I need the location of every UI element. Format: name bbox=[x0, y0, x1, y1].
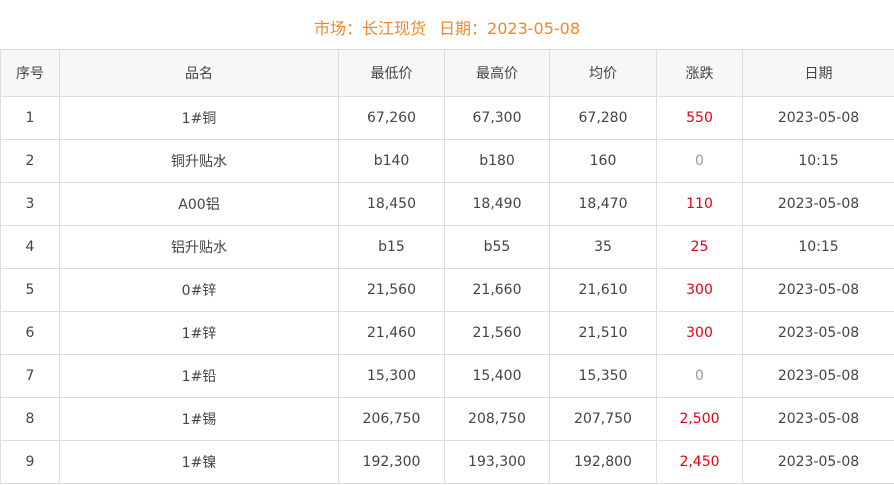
cell-low: 18,450 bbox=[338, 182, 445, 226]
cell-high: b180 bbox=[444, 139, 550, 183]
cell-name: A00铝 bbox=[59, 182, 339, 226]
cell-high: 193,300 bbox=[444, 440, 550, 484]
cell-change: 300 bbox=[656, 311, 743, 355]
cell-change: 0 bbox=[656, 139, 743, 183]
column-header-index: 序号 bbox=[0, 49, 60, 97]
cell-name: 1#铜 bbox=[59, 96, 339, 140]
cell-index: 8 bbox=[0, 397, 60, 441]
page-title: 市场：长江现货 日期：2023-05-08 bbox=[0, 0, 894, 49]
column-header-low: 最低价 bbox=[338, 49, 445, 97]
cell-low: 21,560 bbox=[338, 268, 445, 312]
cell-name: 铝升贴水 bbox=[59, 225, 339, 269]
cell-name: 1#锡 bbox=[59, 397, 339, 441]
cell-index: 3 bbox=[0, 182, 60, 226]
cell-change: 550 bbox=[656, 96, 743, 140]
column-header-change: 涨跌 bbox=[656, 49, 743, 97]
cell-low: b15 bbox=[338, 225, 445, 269]
cell-date: 2023-05-08 bbox=[742, 96, 894, 140]
table-row: 6 1#锌 21,460 21,560 21,510 300 2023-05-08 bbox=[0, 311, 894, 355]
cell-avg: 67,280 bbox=[549, 96, 657, 140]
cell-name: 铜升贴水 bbox=[59, 139, 339, 183]
table-row: 1 1#铜 67,260 67,300 67,280 550 2023-05-08 bbox=[0, 96, 894, 140]
column-header-date: 日期 bbox=[742, 49, 894, 97]
cell-high: 21,560 bbox=[444, 311, 550, 355]
cell-date: 2023-05-08 bbox=[742, 397, 894, 441]
cell-name: 1#镍 bbox=[59, 440, 339, 484]
cell-avg: 15,350 bbox=[549, 354, 657, 398]
cell-change: 0 bbox=[656, 354, 743, 398]
cell-high: b55 bbox=[444, 225, 550, 269]
cell-low: 21,460 bbox=[338, 311, 445, 355]
table-row: 9 1#镍 192,300 193,300 192,800 2,450 2023-05-08 bbox=[0, 440, 894, 484]
cell-index: 5 bbox=[0, 268, 60, 312]
column-header-name: 品名 bbox=[59, 49, 339, 97]
cell-index: 9 bbox=[0, 440, 60, 484]
price-table: 序号 品名 最低价 最高价 均价 涨跌 日期 1 1#铜 67,260 67,300 6… bbox=[0, 49, 894, 484]
cell-avg: 160 bbox=[549, 139, 657, 183]
cell-name: 0#锌 bbox=[59, 268, 339, 312]
cell-date: 2023-05-08 bbox=[742, 440, 894, 484]
column-header-avg: 均价 bbox=[549, 49, 657, 97]
cell-index: 1 bbox=[0, 96, 60, 140]
market-label: 市场：长江现货 bbox=[313, 19, 426, 38]
cell-high: 67,300 bbox=[444, 96, 550, 140]
cell-low: 192,300 bbox=[338, 440, 445, 484]
cell-date: 2023-05-08 bbox=[742, 354, 894, 398]
cell-name: 1#铅 bbox=[59, 354, 339, 398]
cell-avg: 21,610 bbox=[549, 268, 657, 312]
cell-avg: 18,470 bbox=[549, 182, 657, 226]
cell-change: 110 bbox=[656, 182, 743, 226]
cell-low: 15,300 bbox=[338, 354, 445, 398]
cell-name: 1#锌 bbox=[59, 311, 339, 355]
cell-avg: 207,750 bbox=[549, 397, 657, 441]
date-label: 日期：2023-05-08 bbox=[439, 19, 581, 38]
cell-low: 206,750 bbox=[338, 397, 445, 441]
cell-date: 2023-05-08 bbox=[742, 268, 894, 312]
cell-change: 25 bbox=[656, 225, 743, 269]
cell-change: 300 bbox=[656, 268, 743, 312]
cell-high: 15,400 bbox=[444, 354, 550, 398]
table-row: 3 A00铝 18,450 18,490 18,470 110 2023-05-08 bbox=[0, 182, 894, 226]
cell-date: 2023-05-08 bbox=[742, 311, 894, 355]
cell-index: 4 bbox=[0, 225, 60, 269]
table-header-row: 序号 品名 最低价 最高价 均价 涨跌 日期 bbox=[0, 49, 894, 97]
table-row: 8 1#锡 206,750 208,750 207,750 2,500 2023-05-08 bbox=[0, 397, 894, 441]
cell-index: 2 bbox=[0, 139, 60, 183]
cell-high: 18,490 bbox=[444, 182, 550, 226]
table-row: 7 1#铅 15,300 15,400 15,350 0 2023-05-08 bbox=[0, 354, 894, 398]
cell-high: 208,750 bbox=[444, 397, 550, 441]
cell-date: 10:15 bbox=[742, 225, 894, 269]
cell-index: 7 bbox=[0, 354, 60, 398]
table-row: 5 0#锌 21,560 21,660 21,610 300 2023-05-08 bbox=[0, 268, 894, 312]
cell-index: 6 bbox=[0, 311, 60, 355]
table-row: 2 铜升贴水 b140 b180 160 0 10:15 bbox=[0, 139, 894, 183]
cell-date: 10:15 bbox=[742, 139, 894, 183]
cell-avg: 21,510 bbox=[549, 311, 657, 355]
cell-low: 67,260 bbox=[338, 96, 445, 140]
column-header-high: 最高价 bbox=[444, 49, 550, 97]
cell-change: 2,450 bbox=[656, 440, 743, 484]
cell-change: 2,500 bbox=[656, 397, 743, 441]
table-row: 4 铝升贴水 b15 b55 35 25 10:15 bbox=[0, 225, 894, 269]
cell-high: 21,660 bbox=[444, 268, 550, 312]
cell-date: 2023-05-08 bbox=[742, 182, 894, 226]
cell-low: b140 bbox=[338, 139, 445, 183]
cell-avg: 35 bbox=[549, 225, 657, 269]
cell-avg: 192,800 bbox=[549, 440, 657, 484]
